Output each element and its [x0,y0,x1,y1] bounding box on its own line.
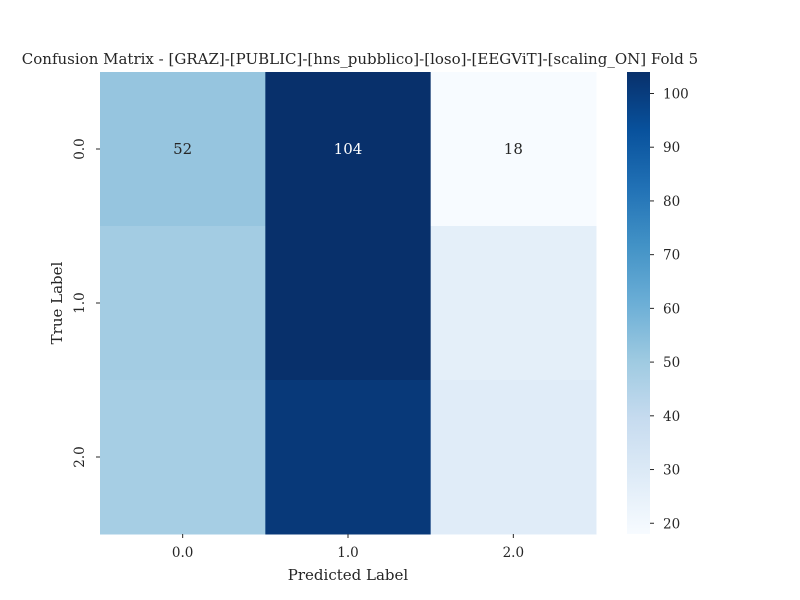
y-axis-ticks: 0.0 1.0 2.0 [72,138,100,468]
heatmap-cell-2-1 [265,380,432,535]
heatmap-cell-2-2 [430,380,597,535]
x-tick-label: 1.0 [337,545,358,561]
colorbar-tick-label: 50 [663,355,680,371]
x-tick-label: 0.0 [172,545,193,561]
heatmap-cell-0-1 [265,72,432,227]
heatmap-cell-1-2 [430,226,597,381]
colorbar-ticks: 20 30 40 50 60 70 80 90 100 [650,86,689,532]
colorbar-tick-label: 70 [663,248,680,264]
colorbar-tick-label: 30 [663,463,680,479]
colorbar-tick-label: 90 [663,140,680,156]
colorbar-tick-label: 60 [663,301,680,317]
x-axis-ticks: 0.0 1.0 2.0 [172,534,524,561]
heatmap-cell-0-0 [100,72,266,227]
heatmap-annotations: 52 104 18 [173,140,523,158]
y-tick-label: 0.0 [72,138,88,159]
heatmap-cell-2-0 [100,380,266,535]
y-tick-label: 2.0 [72,446,88,467]
colorbar-tick-label: 100 [663,86,689,102]
cell-annotation-0-1: 104 [334,140,363,158]
y-tick-label: 1.0 [72,292,88,313]
cell-annotation-0-2: 18 [504,140,523,158]
colorbar-tick-label: 20 [663,516,680,532]
heatmap-cell-1-1 [265,226,432,381]
colorbar-tick-label: 80 [663,194,680,210]
colorbar [627,72,650,534]
x-axis-label: Predicted Label [288,566,409,584]
heatmap-cell-0-2 [430,72,597,227]
colorbar-tick-label: 40 [663,409,680,425]
y-axis-label: True Label [48,261,66,344]
cell-annotation-0-0: 52 [173,140,192,158]
chart-title: Confusion Matrix - [GRAZ]-[PUBLIC]-[hns_… [22,50,698,68]
heatmap-cells [100,72,597,535]
heatmap-cell-1-0 [100,226,266,381]
x-tick-label: 2.0 [503,545,524,561]
